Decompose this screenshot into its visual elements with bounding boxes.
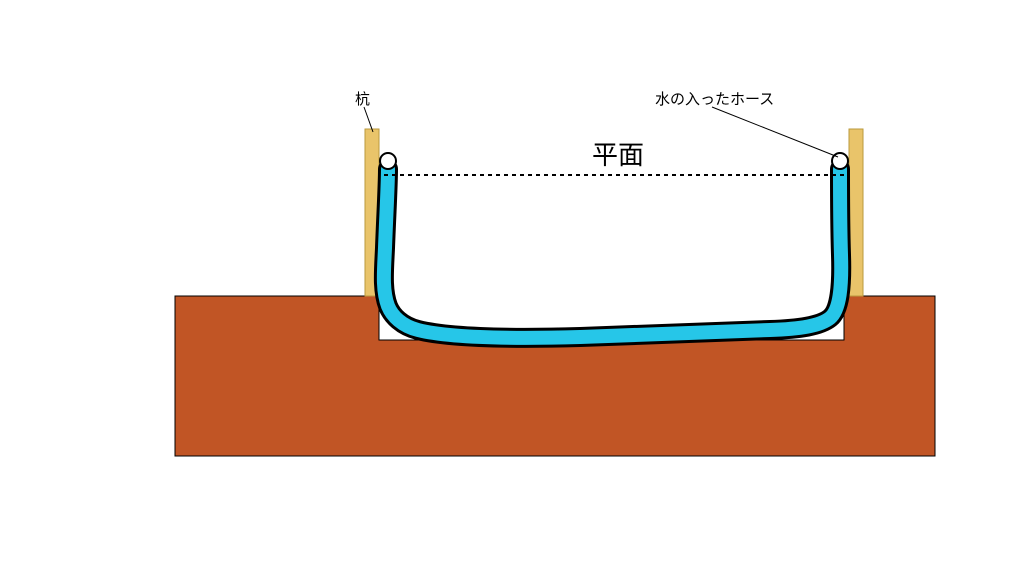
hose-outline (384, 169, 841, 338)
leader-hose (712, 107, 838, 157)
diagram-canvas: 杭 水の入ったホース 平面 土 (0, 0, 1024, 576)
leader-stake (364, 107, 373, 132)
hose-cap-left (380, 153, 396, 169)
hose-water (384, 169, 841, 338)
diagram-svg (0, 0, 1024, 576)
